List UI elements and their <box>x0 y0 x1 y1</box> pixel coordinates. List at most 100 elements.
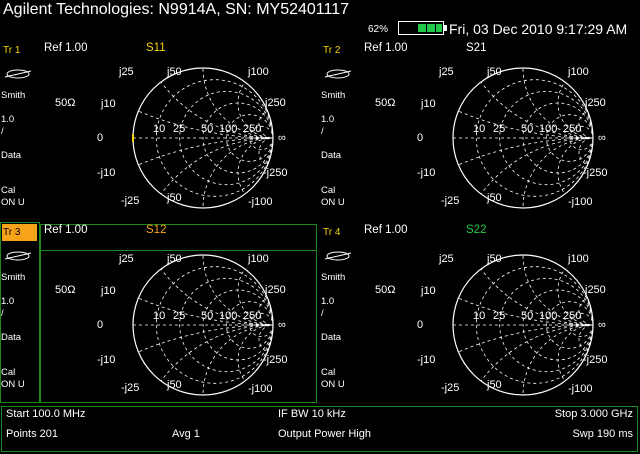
trace-tag[interactable]: Tr 1 <box>3 45 21 56</box>
trace-panel-4[interactable]: Tr 4 Smith 1.0 / Data Cal ON U Ref 1.00 … <box>320 224 640 406</box>
smith-label-nj50: j50 <box>167 192 182 204</box>
s-parameter-label: S22 <box>466 224 487 236</box>
smith-label-nj250: -j250 <box>263 354 288 366</box>
smith-label-nj250: -j250 <box>583 167 608 179</box>
reactance-arc <box>557 68 593 139</box>
trace-swirl-icon <box>4 69 32 79</box>
smith-label-zero: 0 <box>417 132 424 144</box>
trace-panel-3[interactable]: Tr 3 Smith 1.0 / Data Cal ON U Ref 1.00 … <box>0 224 320 406</box>
trace-cal-state: ON U <box>1 379 25 390</box>
smith-label-j25: j25 <box>119 66 134 78</box>
reactance-arc <box>557 137 593 208</box>
smith-label-zero: 0 <box>97 319 104 331</box>
smith-label-j100: j100 <box>568 253 589 265</box>
trace-mode: Data <box>321 332 342 343</box>
smith-label-j100: j100 <box>248 253 269 265</box>
reference-value: Ref 1.00 <box>364 224 408 236</box>
smith-label-nj10: -j10 <box>417 167 436 179</box>
smith-label-j25: j25 <box>119 253 134 265</box>
smith-label-r100: 100 <box>219 123 238 135</box>
battery-segment <box>427 24 435 32</box>
smith-label-j10: j10 <box>421 98 436 110</box>
smith-label-r50: 50 <box>201 123 214 135</box>
smith-label-r10: 10 <box>473 310 486 322</box>
trace-scale: 1.0 <box>1 114 15 125</box>
trace-cal: Cal <box>321 185 336 196</box>
trace-tag[interactable]: Tr 4 <box>323 227 341 238</box>
smith-label-r250: 250 <box>243 123 262 135</box>
output-power[interactable]: Output Power High <box>278 428 371 440</box>
smith-label-inf: ∞ <box>278 132 286 144</box>
reactance-arc <box>578 109 593 139</box>
smith-label-nj10: -j10 <box>97 354 116 366</box>
smith-label-j50: j50 <box>167 253 182 265</box>
smith-chart[interactable] <box>320 42 640 224</box>
battery-segment <box>436 24 442 32</box>
smith-label-j10: j10 <box>421 285 436 297</box>
reactance-arc <box>258 137 273 167</box>
average-count[interactable]: Avg 1 <box>172 428 200 440</box>
smith-label-nj50: j50 <box>487 379 502 391</box>
start-frequency[interactable]: Start 100.0 MHz <box>6 408 86 420</box>
reactance-arc <box>258 324 273 354</box>
smith-label-r50: 50 <box>521 310 534 322</box>
smith-chart[interactable] <box>0 42 320 224</box>
smith-label-j100: j100 <box>248 66 269 78</box>
smith-label-nj50: j50 <box>487 192 502 204</box>
smith-label-j250: j250 <box>585 284 606 296</box>
battery-percent: 62% <box>368 24 389 35</box>
stop-frequency[interactable]: Stop 3.000 GHz <box>554 408 633 420</box>
smith-label-r100: 100 <box>539 310 558 322</box>
trace-format: Smith <box>1 90 26 101</box>
smith-label-nj10: -j10 <box>97 167 116 179</box>
trace-format: Smith <box>321 90 346 101</box>
smith-label-r100: 100 <box>539 123 558 135</box>
battery-segment <box>418 24 426 32</box>
sweep-time[interactable]: Swp 190 ms <box>572 428 633 440</box>
reactance-arc <box>237 324 273 395</box>
reference-value: Ref 1.00 <box>44 224 88 236</box>
trace-format: Smith <box>1 272 26 283</box>
reactance-arc <box>453 324 593 395</box>
smith-outer-circle <box>452 67 594 209</box>
smith-label-r25: 25 <box>493 310 506 322</box>
reactance-arc <box>453 137 593 208</box>
reactance-arc <box>578 137 593 167</box>
reactance-arc <box>133 324 273 395</box>
trace-cal-state: ON U <box>1 197 25 208</box>
smith-label-r10: 10 <box>153 310 166 322</box>
smith-label-j25: j25 <box>439 253 454 265</box>
trace-cal-state: ON U <box>321 197 345 208</box>
status-bar: Start 100.0 MHz IF BW 10 kHz Stop 3.000 … <box>1 406 638 452</box>
smith-label-z0: 50Ω <box>55 97 76 109</box>
reactance-arc <box>133 137 273 208</box>
smith-label-r250: 250 <box>563 310 582 322</box>
points-count[interactable]: Points 201 <box>6 428 58 440</box>
smith-label-inf: ∞ <box>278 319 286 331</box>
smith-label-nj100: -j100 <box>568 383 593 395</box>
trace-tag[interactable]: Tr 2 <box>323 45 341 56</box>
smith-label-j250: j250 <box>585 97 606 109</box>
smith-label-inf: ∞ <box>598 319 606 331</box>
smith-label-nj10: -j10 <box>417 354 436 366</box>
smith-label-r100: 100 <box>219 310 238 322</box>
instrument-title: Agilent Technologies: N9914A, SN: MY5240… <box>3 1 350 18</box>
smith-label-j25: j25 <box>439 66 454 78</box>
reactance-arc <box>237 137 273 208</box>
if-bandwidth[interactable]: IF BW 10 kHz <box>278 408 346 420</box>
trace-mode: Data <box>1 150 22 161</box>
smith-label-nj25: -j25 <box>121 382 140 394</box>
smith-label-j250: j250 <box>265 97 286 109</box>
smith-chart[interactable] <box>320 224 640 406</box>
smith-chart[interactable] <box>0 224 320 406</box>
active-trace-sidebar-frame <box>0 222 40 403</box>
trace-tag[interactable]: Tr 3 <box>2 224 37 241</box>
smith-label-nj250: -j250 <box>583 354 608 366</box>
trace-panel-1[interactable]: Tr 1 Smith 1.0 / Data Cal ON U Ref 1.00 … <box>0 42 320 224</box>
active-trace-frame <box>40 224 317 403</box>
active-trace-header-divider <box>40 250 317 251</box>
trace-panel-2[interactable]: Tr 2 Smith 1.0 / Data Cal ON U Ref 1.00 … <box>320 42 640 224</box>
s-parameter-label: S11 <box>146 42 166 54</box>
trace-format: Smith <box>321 272 346 283</box>
smith-outer-circle <box>452 254 594 396</box>
